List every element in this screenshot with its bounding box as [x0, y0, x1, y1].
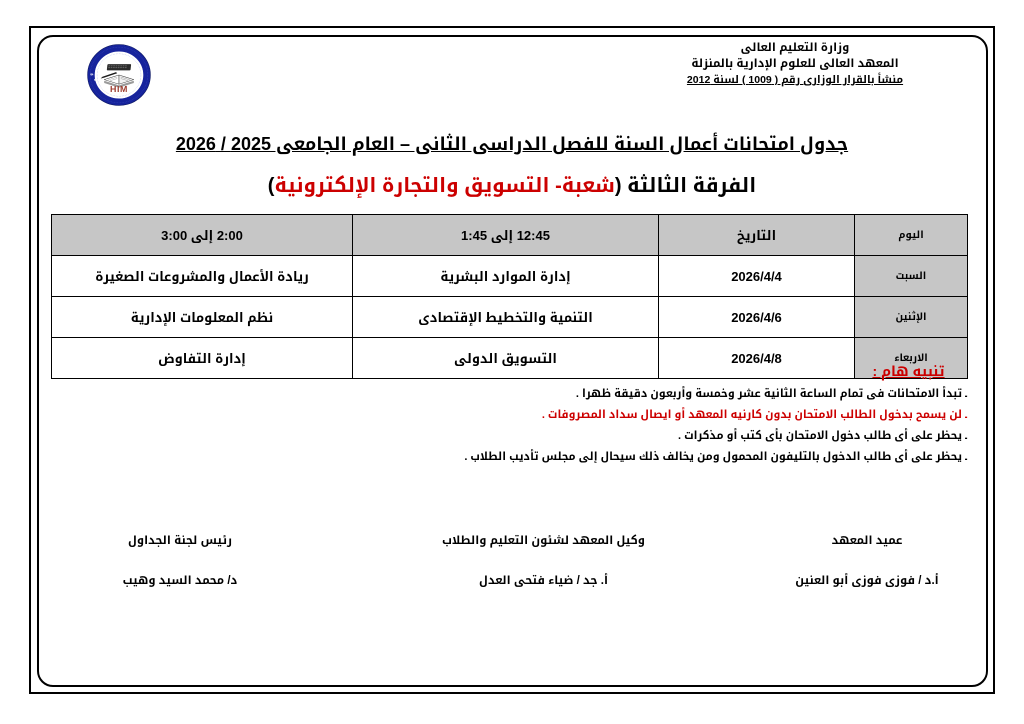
- svg-text:HIM: HIM: [110, 84, 128, 94]
